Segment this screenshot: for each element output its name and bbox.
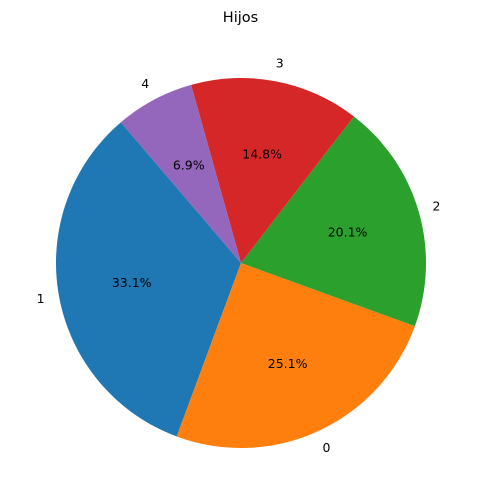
pie-slice-2 — [241, 116, 427, 327]
pie-slice-4 — [120, 84, 241, 264]
pie-slices — [55, 78, 427, 448]
slice-label-0: 0 — [323, 440, 331, 455]
pie-labels: 1 33.1% 0 25.1% 2 20.1% 3 14.8% 4 6.9% — [37, 56, 441, 455]
pie-slice-0 — [176, 263, 415, 448]
slice-label-2: 2 — [432, 199, 440, 214]
slice-percent-0: 25.1% — [268, 356, 308, 371]
slice-label-4: 4 — [141, 76, 149, 91]
pie-slice-3 — [191, 78, 354, 264]
slice-percent-3: 14.8% — [242, 147, 282, 162]
slice-percent-1: 33.1% — [112, 275, 152, 290]
slice-percent-2: 20.1% — [328, 225, 368, 240]
slice-percent-4: 6.9% — [173, 158, 205, 173]
slice-label-1: 1 — [37, 291, 45, 306]
slice-label-3: 3 — [276, 56, 284, 71]
chart-title: Hijos — [223, 10, 258, 26]
pie-slice-1 — [55, 122, 241, 437]
